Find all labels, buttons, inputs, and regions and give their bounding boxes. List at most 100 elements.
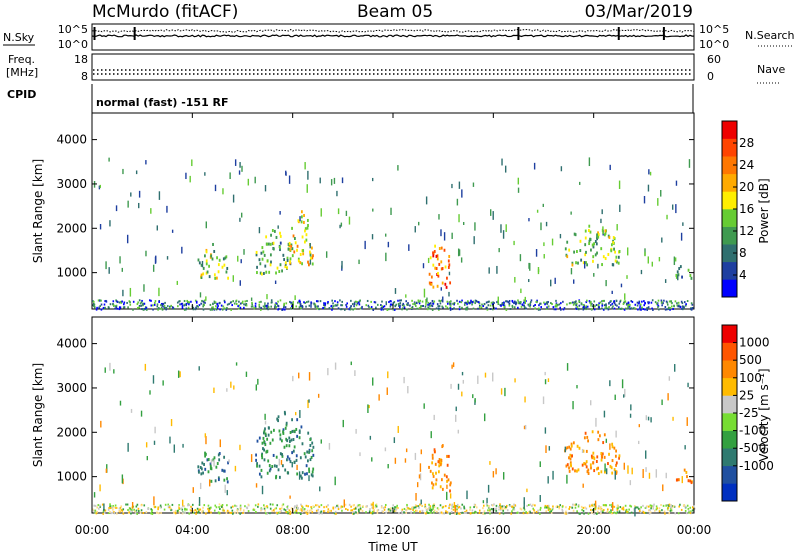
data-cell xyxy=(293,511,296,514)
data-cell xyxy=(225,308,228,311)
data-cell xyxy=(576,510,578,513)
data-cell xyxy=(183,505,185,508)
data-cell xyxy=(202,272,205,276)
data-cell xyxy=(674,300,677,303)
data-cell xyxy=(662,302,664,305)
data-cell xyxy=(228,302,230,305)
data-cell xyxy=(516,511,519,514)
data-cell xyxy=(474,510,476,513)
data-cell xyxy=(456,503,459,506)
data-cell xyxy=(266,306,268,309)
data-cell xyxy=(299,508,302,511)
data-cell xyxy=(682,222,684,226)
data-cell xyxy=(134,512,137,515)
data-cell xyxy=(300,307,302,310)
data-cell xyxy=(198,261,201,265)
data-cell xyxy=(669,507,672,510)
data-cell xyxy=(229,301,232,304)
data-cell xyxy=(611,290,613,295)
data-cell xyxy=(436,510,438,513)
data-cell xyxy=(669,306,671,309)
data-cell xyxy=(169,507,172,510)
data-cell xyxy=(608,306,610,309)
data-cell xyxy=(272,503,274,506)
data-cell xyxy=(475,511,477,514)
data-cell xyxy=(187,504,189,507)
data-cell xyxy=(207,470,210,474)
data-cell xyxy=(523,299,525,302)
data-cell xyxy=(504,506,507,509)
data-cell xyxy=(230,381,232,388)
data-cell xyxy=(181,499,184,506)
data-cell xyxy=(213,249,216,253)
data-cell xyxy=(513,302,515,305)
data-cell xyxy=(614,470,616,480)
data-cell xyxy=(316,504,319,507)
data-cell xyxy=(502,230,505,239)
data-cell xyxy=(502,512,505,515)
data-cell xyxy=(401,304,404,307)
data-cell xyxy=(268,426,270,430)
data-cell xyxy=(682,308,684,311)
data-cell xyxy=(641,300,643,303)
data-cell xyxy=(463,511,466,514)
data-cell xyxy=(392,308,395,311)
data-cell xyxy=(135,170,138,175)
data-cell xyxy=(509,504,511,507)
data-cell xyxy=(419,306,422,309)
colorbar-segment xyxy=(722,448,737,467)
data-cell xyxy=(380,304,382,307)
data-cell xyxy=(437,460,440,464)
data-cell xyxy=(354,307,356,310)
data-cell xyxy=(214,479,217,483)
data-cell xyxy=(310,507,313,510)
data-cell xyxy=(305,305,307,308)
data-cell xyxy=(552,306,555,309)
data-cell xyxy=(600,508,603,511)
data-cell xyxy=(230,511,233,514)
data-cell xyxy=(255,483,258,488)
data-cell xyxy=(539,506,542,509)
data-cell xyxy=(239,306,242,309)
data-cell xyxy=(465,306,468,309)
data-cell xyxy=(275,235,278,239)
data-cell xyxy=(208,479,211,487)
data-cell xyxy=(255,253,258,257)
data-cell xyxy=(122,289,124,297)
data-cell xyxy=(303,509,306,512)
data-cell xyxy=(629,307,632,310)
data-cell xyxy=(98,507,100,510)
data-cell xyxy=(395,506,398,509)
data-cell xyxy=(559,233,562,239)
data-cell xyxy=(223,307,226,310)
data-cell xyxy=(615,299,618,302)
data-cell xyxy=(670,305,673,308)
data-cell xyxy=(295,509,298,512)
data-cell xyxy=(637,507,640,510)
data-cell xyxy=(348,308,351,311)
data-cell xyxy=(264,427,266,431)
data-cell xyxy=(591,243,594,247)
data-cell xyxy=(505,224,507,232)
data-cell xyxy=(136,512,138,515)
data-cell xyxy=(288,175,291,184)
data-cell xyxy=(572,303,575,306)
data-cell xyxy=(382,308,385,311)
data-cell xyxy=(383,508,386,511)
data-cell xyxy=(449,493,452,499)
data-cell xyxy=(581,463,584,467)
data-cell xyxy=(130,512,132,515)
data-cell xyxy=(359,504,362,507)
data-cell xyxy=(690,510,692,513)
data-cell xyxy=(443,473,446,477)
data-cell xyxy=(250,297,253,301)
data-cell xyxy=(272,241,275,245)
data-cell xyxy=(144,363,147,371)
data-cell xyxy=(298,372,300,379)
data-cell xyxy=(683,301,686,304)
data-cell xyxy=(513,306,516,309)
data-cell xyxy=(632,307,635,310)
data-cell xyxy=(370,307,372,310)
data-cell xyxy=(438,305,441,308)
